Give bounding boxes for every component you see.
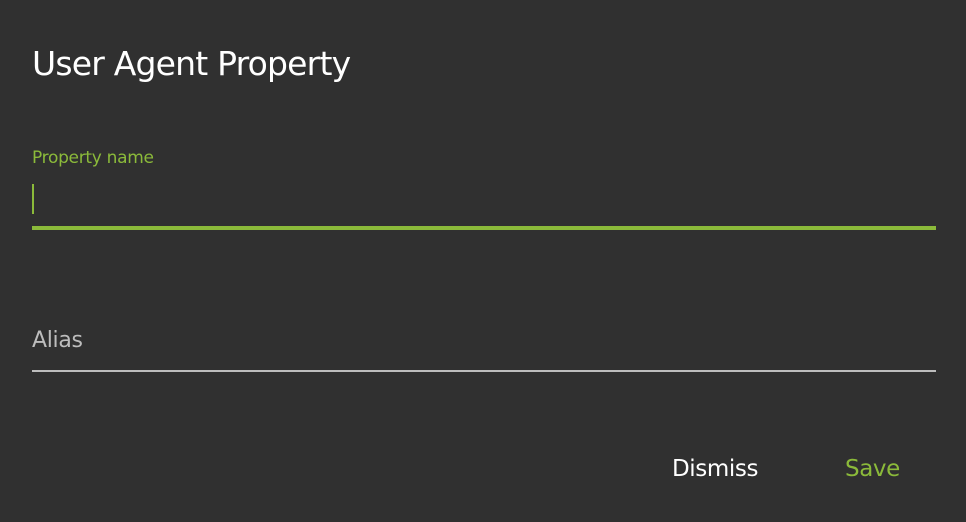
- dismiss-button[interactable]: Dismiss: [672, 456, 759, 482]
- text-caret: [32, 184, 34, 214]
- alias-input[interactable]: [32, 326, 936, 366]
- alias-underline: [32, 370, 936, 372]
- property-name-underline: [32, 226, 936, 230]
- property-name-input[interactable]: [32, 182, 936, 216]
- property-name-label: Property name: [32, 148, 154, 168]
- save-button[interactable]: Save: [845, 456, 900, 482]
- dialog-title: User Agent Property: [32, 44, 351, 83]
